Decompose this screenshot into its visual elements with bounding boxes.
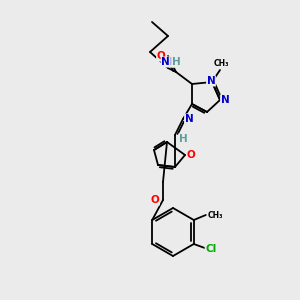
Text: NH: NH	[161, 57, 179, 67]
Text: N: N	[184, 114, 194, 124]
Text: CH₃: CH₃	[208, 211, 224, 220]
Text: O: O	[187, 150, 195, 160]
Text: O: O	[151, 195, 159, 205]
Text: O: O	[157, 51, 165, 61]
Text: N: N	[207, 76, 215, 86]
Text: H: H	[178, 134, 188, 144]
Text: CH₃: CH₃	[213, 59, 229, 68]
Text: H: H	[172, 57, 180, 67]
Text: Cl: Cl	[205, 244, 216, 254]
Text: N: N	[220, 95, 230, 105]
